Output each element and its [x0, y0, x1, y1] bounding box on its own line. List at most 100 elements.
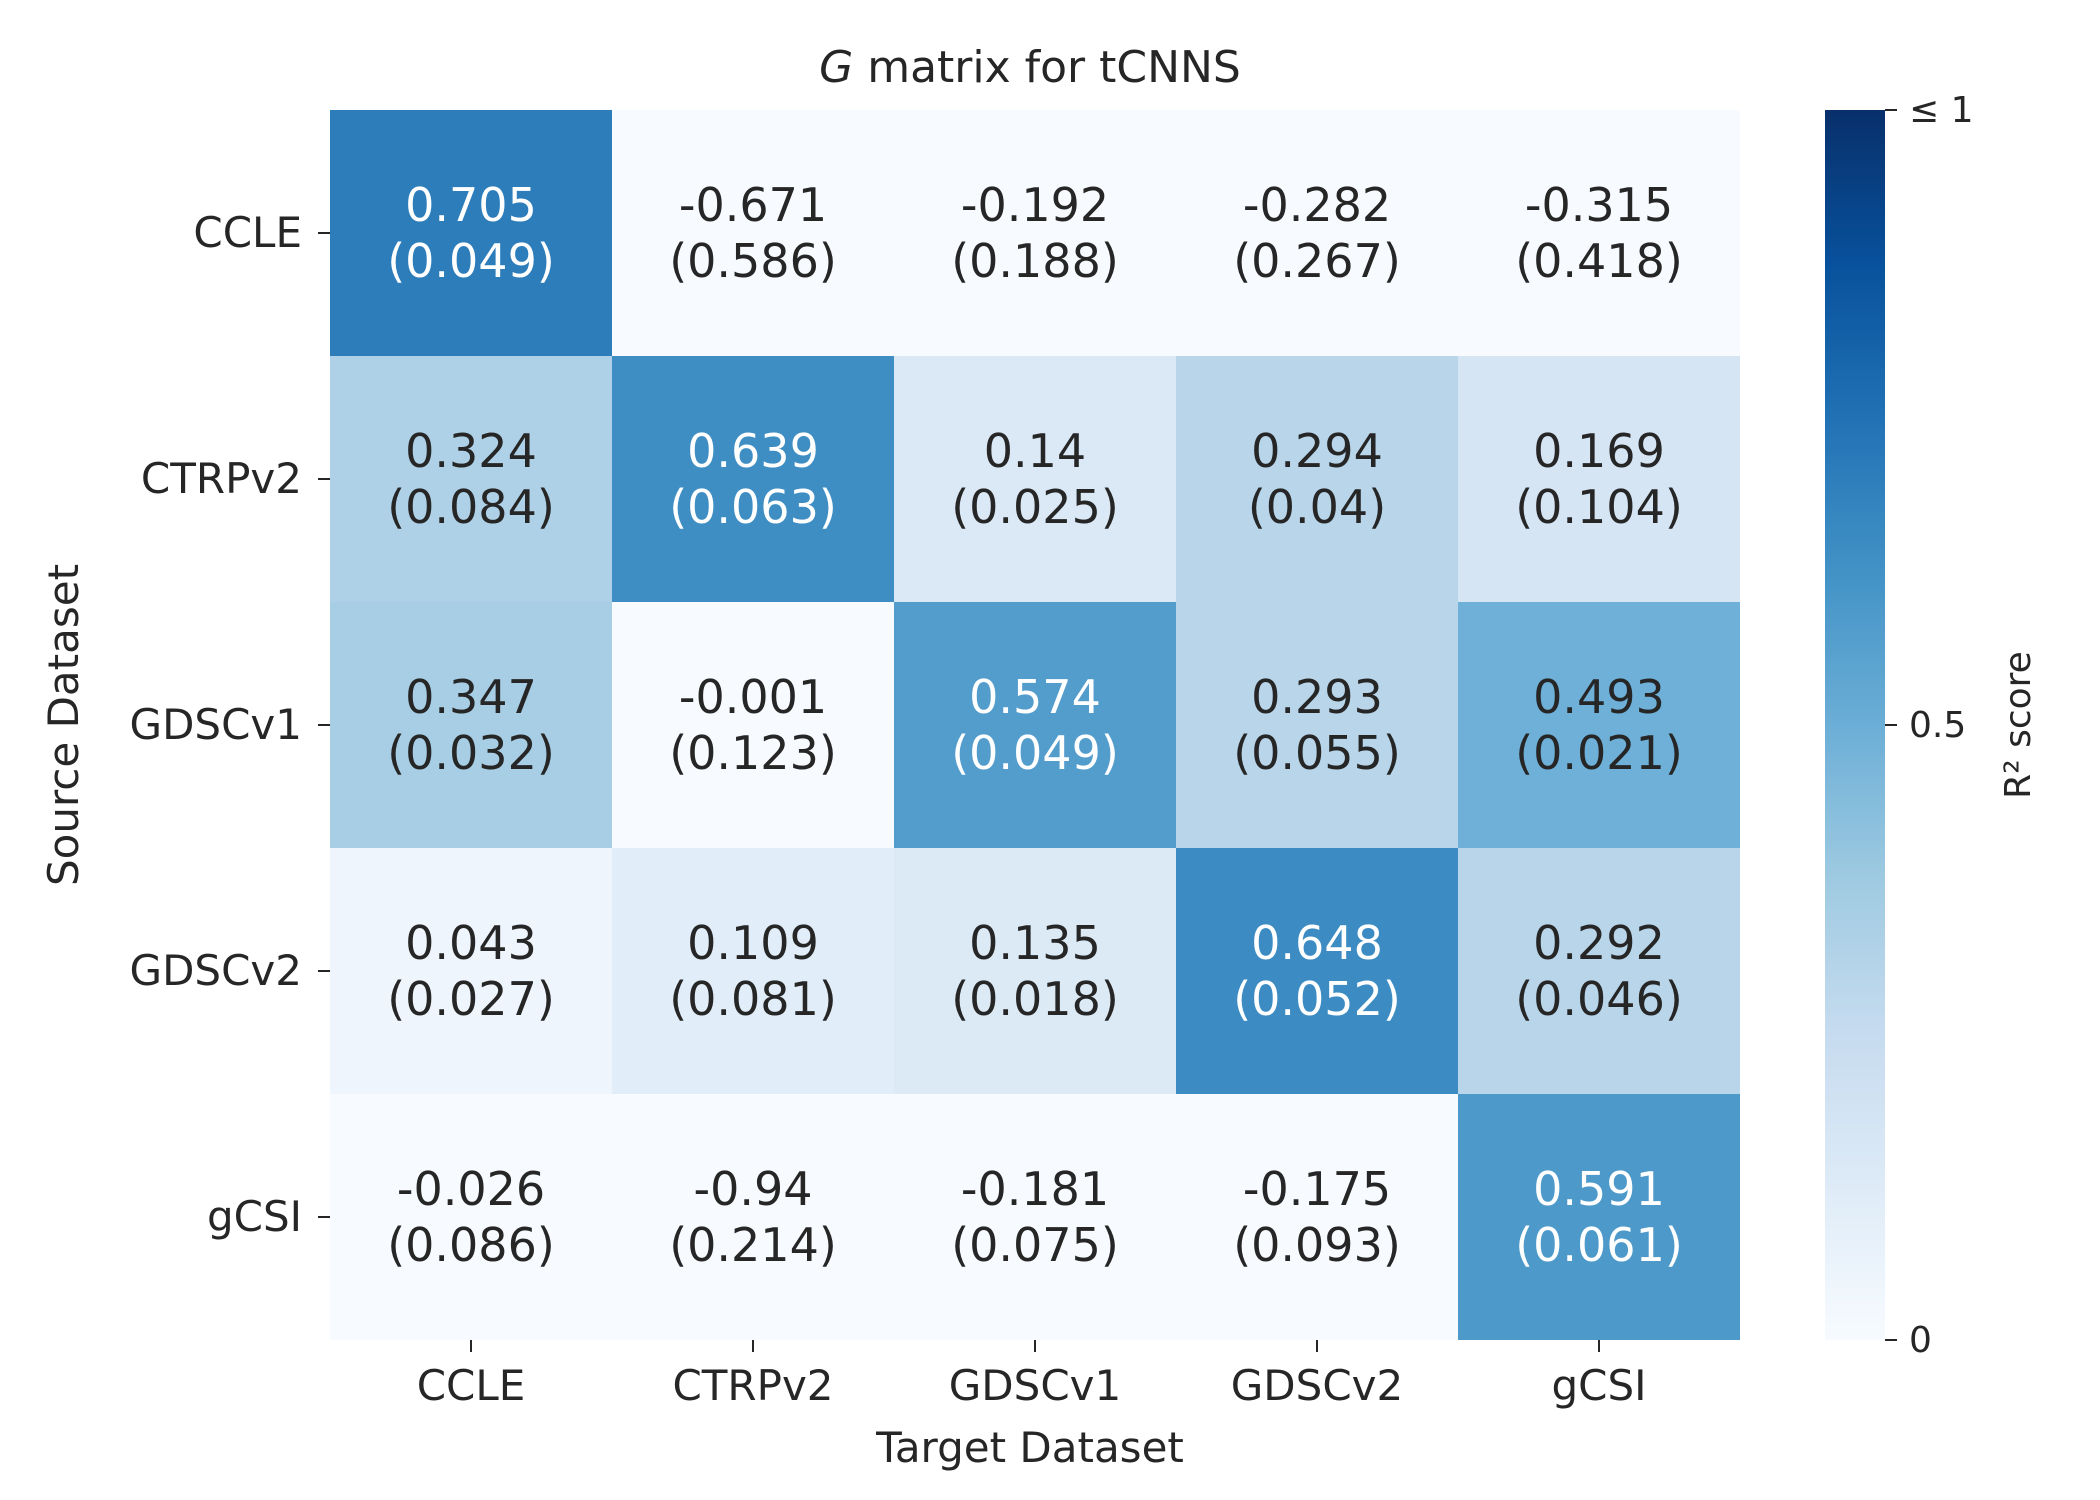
y-tick-label-gcsi: gCSI — [207, 1192, 302, 1241]
cell-value-label: 0.705 — [405, 178, 537, 232]
cell-std-label: (0.188) — [951, 234, 1119, 288]
heatmap-cell-gcsi-ctrpv2 — [612, 1094, 894, 1340]
chart-title-symbol: G — [819, 42, 853, 93]
heatmap-cell-ccle-gdscv1 — [894, 110, 1176, 356]
heatmap-cell-gdscv1-gdscv2 — [1176, 602, 1458, 848]
colorbar-label: R² score — [1998, 651, 2039, 799]
cell-value-label: 0.347 — [405, 670, 537, 724]
heatmap-cell-ctrpv2-gdscv2 — [1176, 356, 1458, 602]
cell-std-label: (0.032) — [387, 726, 555, 780]
cell-value-label: 0.648 — [1251, 916, 1383, 970]
colorbar-ticks: 0 0.5 ≤ 1 — [1885, 90, 1974, 1361]
cell-value-label: -0.671 — [679, 178, 827, 232]
heatmap-cell-gdscv2-gdscv1 — [894, 848, 1176, 1094]
heatmap-cell-ctrpv2-ctrpv2 — [612, 356, 894, 602]
heatmap-cell-gdscv2-gdscv2 — [1176, 848, 1458, 1094]
cell-value-label: -0.001 — [679, 670, 827, 724]
cell-std-label: (0.04) — [1248, 480, 1386, 534]
cell-std-label: (0.093) — [1233, 1218, 1401, 1272]
cell-value-label: -0.282 — [1243, 178, 1391, 232]
cell-std-label: (0.055) — [1233, 726, 1401, 780]
cell-value-label: 0.574 — [969, 670, 1101, 724]
heatmap-cell-ccle-gcsi — [1458, 110, 1740, 356]
cell-value-label: 0.294 — [1251, 424, 1383, 478]
cell-std-label: (0.214) — [669, 1218, 837, 1272]
cell-std-label: (0.104) — [1515, 480, 1683, 534]
cell-value-label: 0.043 — [405, 916, 537, 970]
cell-value-label: 0.109 — [687, 916, 819, 970]
chart-title: G matrix for tCNNS — [819, 42, 1241, 93]
cell-value-label: 0.135 — [969, 916, 1101, 970]
cell-value-label: 0.324 — [405, 424, 537, 478]
cell-std-label: (0.081) — [669, 972, 837, 1026]
x-tick-label-ctrpv2: CTRPv2 — [672, 1361, 833, 1410]
heatmap-cell-ccle-ctrpv2 — [612, 110, 894, 356]
cell-std-label: (0.123) — [669, 726, 837, 780]
cell-std-label: (0.052) — [1233, 972, 1401, 1026]
heatmap-cell-gdscv2-ctrpv2 — [612, 848, 894, 1094]
colorbar — [1825, 110, 1885, 1340]
cell-value-label: 0.169 — [1533, 424, 1665, 478]
cell-value-label: 0.493 — [1533, 670, 1665, 724]
heatmap-cell-gdscv2-gcsi — [1458, 848, 1740, 1094]
cell-value-label: -0.94 — [693, 1162, 812, 1216]
heatmap-cell-gcsi-gdscv2 — [1176, 1094, 1458, 1340]
cell-value-label: -0.315 — [1525, 178, 1673, 232]
x-axis-ticks: CCLE CTRPv2 GDSCv1 GDSCv2 gCSI — [417, 1340, 1647, 1410]
cell-std-label: (0.021) — [1515, 726, 1683, 780]
cell-std-label: (0.018) — [951, 972, 1119, 1026]
chart-title-rest: matrix for tCNNS — [853, 42, 1241, 93]
heatmap-cell-gdscv1-ctrpv2 — [612, 602, 894, 848]
x-tick-label-ccle: CCLE — [417, 1361, 526, 1410]
cell-std-label: (0.046) — [1515, 972, 1683, 1026]
cell-std-label: (0.025) — [951, 480, 1119, 534]
heatmap-cells: 0.705(0.049)-0.671(0.586)-0.192(0.188)-0… — [330, 110, 1740, 1340]
y-axis-label: Source Dataset — [39, 564, 88, 886]
cell-value-label: 0.639 — [687, 424, 819, 478]
heatmap-cell-ctrpv2-ccle — [330, 356, 612, 602]
heatmap-cell-gcsi-gdscv1 — [894, 1094, 1176, 1340]
cell-value-label: -0.026 — [397, 1162, 545, 1216]
x-tick-label-gdscv1: GDSCv1 — [949, 1361, 1121, 1410]
cell-std-label: (0.267) — [1233, 234, 1401, 288]
cell-std-label: (0.049) — [951, 726, 1119, 780]
cell-value-label: 0.591 — [1533, 1162, 1665, 1216]
heatmap-cell-ctrpv2-gdscv1 — [894, 356, 1176, 602]
heatmap-cell-ccle-gdscv2 — [1176, 110, 1458, 356]
cell-std-label: (0.049) — [387, 234, 555, 288]
cell-std-label: (0.086) — [387, 1218, 555, 1272]
heatmap-cell-gdscv2-ccle — [330, 848, 612, 1094]
y-tick-label-gdscv2: GDSCv2 — [130, 946, 302, 995]
y-axis-ticks: CCLE CTRPv2 GDSCv1 GDSCv2 gCSI — [130, 208, 330, 1241]
heatmap-cell-gdscv1-gcsi — [1458, 602, 1740, 848]
heatmap-cell-gdscv1-ccle — [330, 602, 612, 848]
cell-std-label: (0.586) — [669, 234, 837, 288]
x-axis-label: Target Dataset — [875, 1423, 1184, 1472]
y-tick-label-gdscv1: GDSCv1 — [130, 700, 302, 749]
y-tick-label-ctrpv2: CTRPv2 — [141, 454, 302, 503]
colorbar-tick-label: ≤ 1 — [1909, 90, 1974, 131]
heatmap-cell-gdscv1-gdscv1 — [894, 602, 1176, 848]
heatmap-cell-gcsi-gcsi — [1458, 1094, 1740, 1340]
cell-std-label: (0.063) — [669, 480, 837, 534]
cell-std-label: (0.075) — [951, 1218, 1119, 1272]
cell-std-label: (0.061) — [1515, 1218, 1683, 1272]
cell-value-label: 0.14 — [984, 424, 1086, 478]
colorbar-tick-label: 0 — [1909, 1320, 1932, 1361]
cell-value-label: 0.293 — [1251, 670, 1383, 724]
cell-value-label: -0.192 — [961, 178, 1109, 232]
heatmap-cell-ctrpv2-gcsi — [1458, 356, 1740, 602]
heatmap-cell-gcsi-ccle — [330, 1094, 612, 1340]
x-tick-label-gcsi: gCSI — [1551, 1361, 1646, 1410]
cell-value-label: 0.292 — [1533, 916, 1665, 970]
cell-std-label: (0.084) — [387, 480, 555, 534]
y-tick-label-ccle: CCLE — [193, 208, 302, 257]
colorbar-tick-label: 0.5 — [1909, 705, 1966, 746]
cell-std-label: (0.418) — [1515, 234, 1683, 288]
cell-value-label: -0.175 — [1243, 1162, 1391, 1216]
heatmap-cell-ccle-ccle — [330, 110, 612, 356]
cell-std-label: (0.027) — [387, 972, 555, 1026]
cell-value-label: -0.181 — [961, 1162, 1109, 1216]
x-tick-label-gdscv2: GDSCv2 — [1231, 1361, 1403, 1410]
